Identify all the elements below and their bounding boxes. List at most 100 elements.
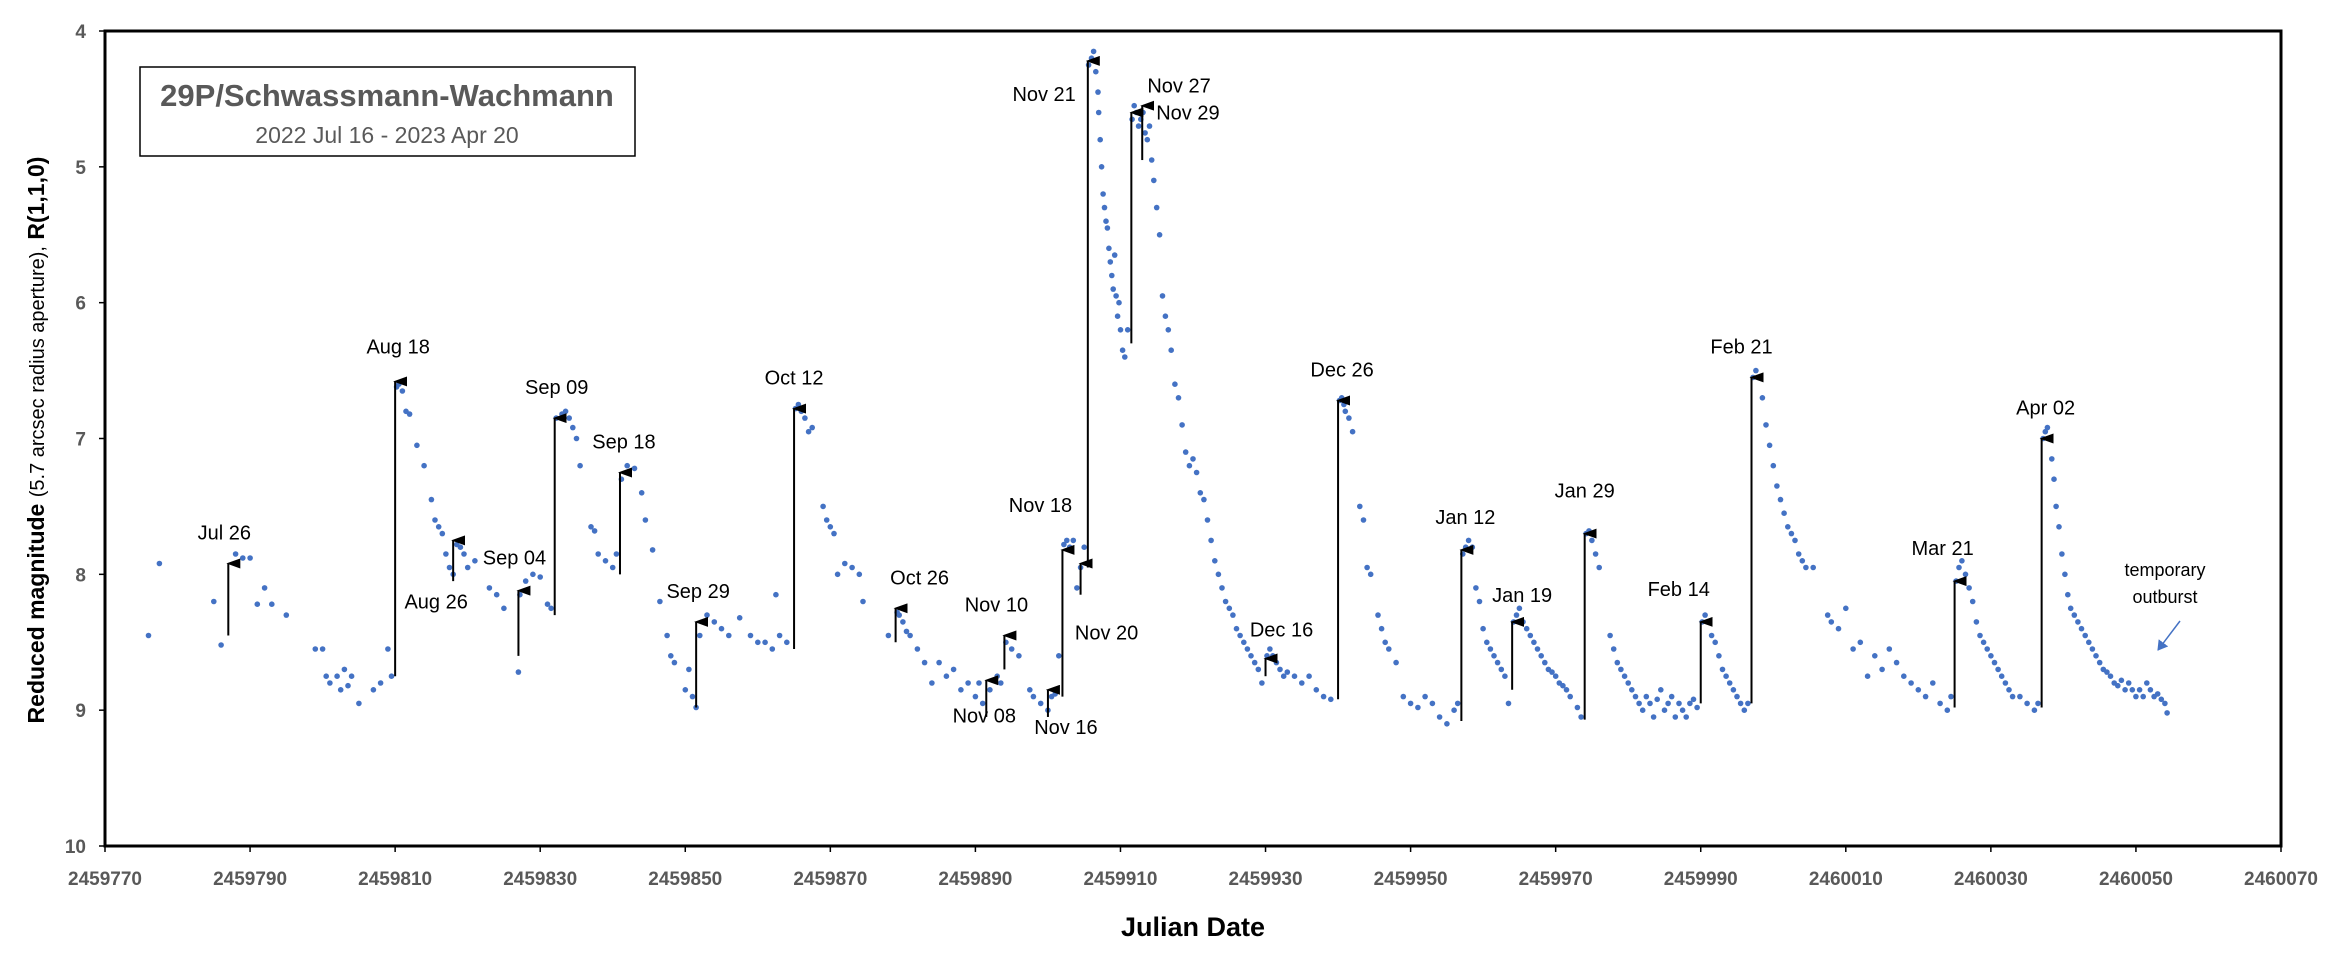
data-point xyxy=(396,381,402,388)
outburst-label: Jul 26 xyxy=(198,522,251,544)
data-point xyxy=(1273,659,1280,666)
data-point xyxy=(1879,666,1885,673)
data-point xyxy=(2071,612,2078,618)
outburst-label: Sep 29 xyxy=(666,581,729,603)
data-point xyxy=(156,560,163,567)
data-point xyxy=(1639,707,1646,713)
x-tick-label: 2459970 xyxy=(1519,869,1593,890)
data-point xyxy=(537,574,543,580)
data-point xyxy=(1650,714,1657,720)
data-point xyxy=(254,601,261,607)
data-point xyxy=(1100,191,1106,197)
data-point xyxy=(1037,700,1044,707)
data-point xyxy=(461,551,467,557)
data-point xyxy=(1763,422,1769,428)
data-point xyxy=(1284,669,1291,675)
outburst-label: Mar 21 xyxy=(1911,538,1973,560)
data-point xyxy=(1066,544,1073,550)
y-tick-label: 8 xyxy=(75,565,86,586)
data-point xyxy=(211,598,217,605)
data-point xyxy=(232,551,239,557)
outburst-label: Feb 21 xyxy=(1710,336,1772,358)
data-point xyxy=(446,564,453,571)
data-point xyxy=(1586,528,1592,534)
data-point xyxy=(2046,435,2053,442)
data-point xyxy=(1614,659,1621,666)
data-point xyxy=(1436,714,1443,720)
data-point xyxy=(1215,571,1222,578)
data-point xyxy=(345,682,351,689)
data-point xyxy=(522,578,529,584)
data-point xyxy=(747,632,754,639)
data-point xyxy=(1179,422,1185,428)
data-point xyxy=(1679,707,1686,713)
data-point xyxy=(1962,571,1969,578)
data-point xyxy=(1465,537,1472,544)
data-point xyxy=(1109,272,1115,279)
x-tick-label: 2459770 xyxy=(68,869,142,890)
data-point xyxy=(428,496,435,503)
data-point xyxy=(979,700,986,707)
data-point xyxy=(1774,483,1780,489)
data-point xyxy=(1135,123,1142,129)
data-point xyxy=(1995,666,2001,673)
data-point xyxy=(1973,619,1980,625)
outburst-label: Nov 10 xyxy=(965,594,1028,616)
data-point xyxy=(421,462,427,469)
data-point xyxy=(2002,680,2009,686)
data-point xyxy=(1270,653,1276,659)
data-point xyxy=(1299,680,1305,686)
data-point xyxy=(1113,293,1119,299)
data-point xyxy=(1095,109,1102,116)
x-tick-label: 2459790 xyxy=(213,869,287,890)
data-point xyxy=(1233,625,1240,632)
data-point xyxy=(2096,659,2103,666)
data-point xyxy=(1382,639,1388,646)
data-point xyxy=(327,680,333,686)
data-point xyxy=(1741,707,1748,713)
data-point xyxy=(2115,682,2121,689)
data-point xyxy=(399,388,406,394)
data-point xyxy=(2136,687,2143,693)
y-tick-label: 4 xyxy=(75,22,86,43)
data-point xyxy=(2059,551,2065,557)
data-point xyxy=(1364,564,1370,571)
data-point xyxy=(1107,259,1114,265)
data-point xyxy=(1393,659,1399,666)
y-tick-label: 7 xyxy=(75,430,86,451)
data-point xyxy=(773,591,779,598)
data-point xyxy=(1531,639,1537,646)
data-point xyxy=(1219,585,1225,591)
x-tick-label: 2460070 xyxy=(2244,869,2318,890)
data-point xyxy=(1093,68,1099,75)
data-point xyxy=(1146,123,1153,129)
data-point xyxy=(1103,218,1109,224)
data-point xyxy=(2162,700,2168,707)
data-point xyxy=(697,632,703,639)
data-point xyxy=(1142,130,1148,136)
data-point xyxy=(1111,252,1118,258)
data-point xyxy=(1835,625,1842,632)
data-point xyxy=(2129,687,2136,693)
data-point xyxy=(1267,646,1273,652)
data-point xyxy=(1487,646,1494,652)
data-point xyxy=(435,524,442,530)
data-point xyxy=(1676,700,1682,707)
data-point xyxy=(2086,639,2092,646)
x-tick-label: 2459950 xyxy=(1374,869,1448,890)
data-point xyxy=(1502,673,1508,679)
data-point xyxy=(1110,286,1116,292)
data-point xyxy=(1621,673,1628,679)
data-point xyxy=(2125,680,2132,686)
data-point xyxy=(1193,469,1200,476)
data-point xyxy=(2104,669,2110,675)
data-point xyxy=(1753,367,1759,374)
data-point xyxy=(1280,673,1287,679)
data-point xyxy=(1886,646,1893,652)
data-point xyxy=(1984,646,1990,652)
data-point xyxy=(2062,571,2068,578)
data-point xyxy=(1618,666,1624,673)
data-point xyxy=(965,680,971,686)
data-point xyxy=(2017,693,2023,700)
data-point xyxy=(795,401,802,408)
